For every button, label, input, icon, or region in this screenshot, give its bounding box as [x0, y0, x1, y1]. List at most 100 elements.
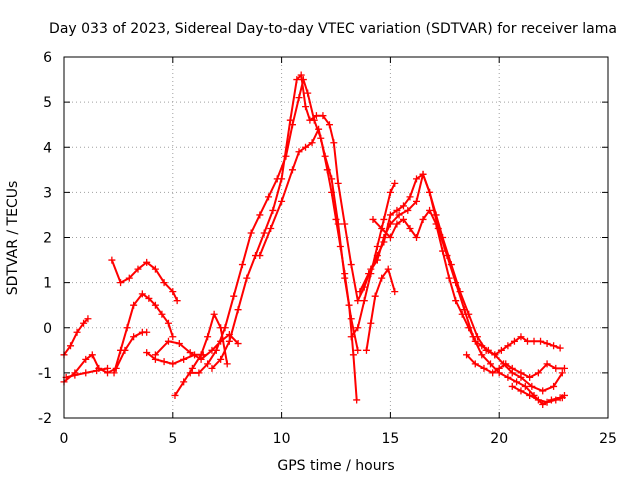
data-point — [399, 202, 407, 210]
data-point — [526, 391, 534, 399]
data-point — [452, 279, 460, 287]
data-point — [552, 364, 560, 372]
data-point — [130, 333, 138, 341]
data-point — [413, 234, 421, 241]
data-point — [543, 398, 551, 406]
data-point — [169, 360, 177, 368]
data-point — [419, 170, 427, 178]
series-arc16 — [463, 351, 568, 381]
grid-layer — [64, 57, 608, 418]
data-point — [315, 125, 323, 133]
data-point — [297, 71, 305, 79]
data-point — [478, 342, 486, 350]
x-tick-label: 5 — [168, 431, 177, 447]
data-point — [330, 139, 338, 147]
data-point — [534, 396, 542, 404]
data-layer — [60, 71, 568, 408]
data-point — [556, 344, 564, 352]
data-point — [341, 220, 349, 228]
data-point — [130, 301, 138, 309]
data-point — [552, 396, 560, 404]
data-point — [347, 315, 355, 323]
data-point — [354, 346, 362, 354]
data-point — [243, 274, 251, 282]
data-point — [513, 378, 521, 386]
data-point — [304, 89, 312, 97]
series-arc8 — [171, 310, 231, 399]
data-point — [117, 279, 125, 287]
data-point — [353, 396, 361, 404]
data-point — [489, 369, 497, 377]
data-point — [204, 360, 212, 368]
data-point — [84, 315, 92, 323]
data-point — [380, 234, 388, 241]
series-line — [350, 182, 396, 338]
data-point — [384, 265, 392, 273]
data-point — [534, 369, 542, 377]
data-point — [151, 265, 159, 273]
data-point — [328, 175, 336, 183]
data-point — [164, 337, 172, 345]
data-point — [378, 274, 386, 282]
data-point — [288, 166, 296, 174]
data-point — [495, 364, 503, 372]
series-arc14 — [347, 179, 399, 341]
data-point — [265, 193, 273, 201]
series-arc5 — [110, 290, 177, 377]
data-point — [480, 364, 488, 372]
data-point — [517, 387, 525, 395]
data-point — [117, 346, 125, 354]
data-point — [256, 211, 264, 219]
data-point — [138, 290, 146, 298]
data-point — [110, 369, 118, 377]
data-point — [151, 301, 159, 309]
data-point — [319, 112, 327, 120]
data-point — [347, 261, 355, 269]
data-point — [386, 188, 394, 196]
data-point — [341, 274, 349, 282]
data-point — [158, 310, 166, 318]
y-tick-label: 3 — [43, 185, 52, 201]
series-line — [113, 292, 174, 374]
data-point — [491, 351, 499, 359]
x-axis-label: GPS time / hours — [277, 458, 394, 474]
data-point — [404, 206, 412, 214]
series-arc1 — [60, 315, 92, 359]
data-point — [82, 355, 90, 363]
data-point — [134, 265, 142, 273]
data-point — [373, 243, 381, 251]
data-point — [465, 324, 473, 332]
data-point — [88, 351, 96, 359]
y-tick-label: 2 — [43, 231, 52, 247]
data-point — [458, 310, 466, 318]
data-point — [413, 175, 421, 183]
data-point — [334, 220, 342, 228]
data-point — [504, 342, 512, 350]
data-point — [445, 274, 453, 282]
data-point — [386, 234, 394, 241]
data-point — [508, 364, 516, 372]
data-point — [471, 337, 479, 345]
data-point — [528, 382, 536, 390]
series-line — [365, 268, 396, 351]
data-point — [80, 319, 88, 327]
data-point — [295, 94, 303, 102]
series-arc15 — [362, 265, 399, 354]
data-point — [293, 76, 301, 84]
data-point — [560, 364, 568, 372]
data-point — [380, 215, 388, 223]
series-arc9 — [186, 76, 361, 404]
data-point — [478, 351, 486, 359]
data-point — [247, 229, 255, 237]
data-point — [539, 387, 547, 395]
data-point — [558, 369, 566, 377]
data-point — [371, 292, 379, 300]
data-point — [67, 342, 75, 350]
data-point — [71, 371, 79, 379]
series-line — [258, 128, 359, 351]
data-point — [278, 175, 286, 183]
series-arc17 — [508, 382, 566, 406]
data-point — [312, 112, 320, 120]
data-point — [362, 346, 370, 354]
x-tick-label: 15 — [381, 431, 399, 447]
